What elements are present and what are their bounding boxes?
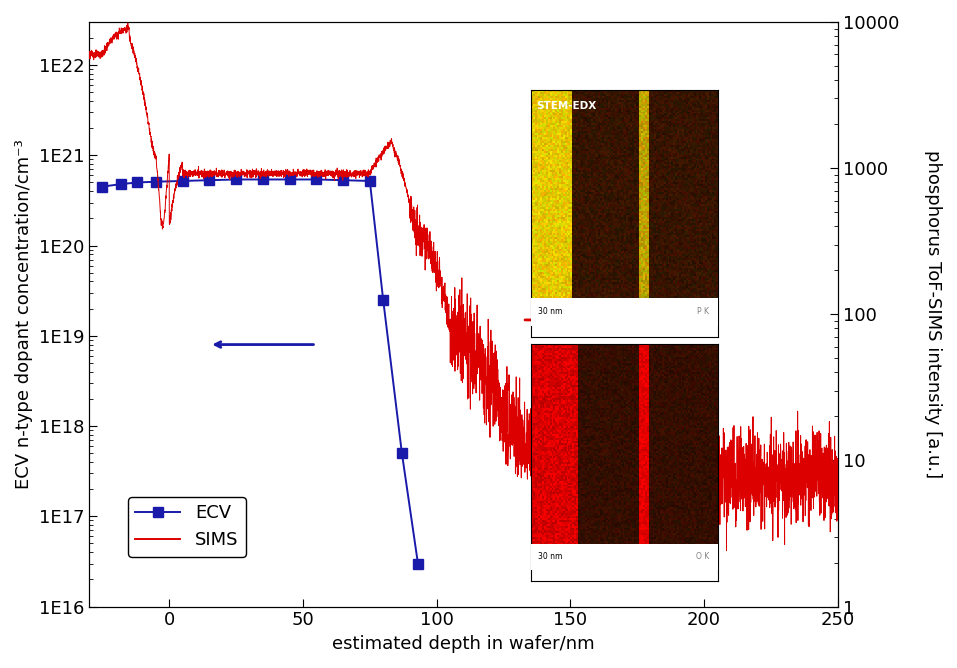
Text: [O]: [O] <box>687 551 709 564</box>
Bar <box>531 544 718 570</box>
Bar <box>531 298 718 325</box>
Y-axis label: phosphorus ToF-SIMS intensity [a.u.]: phosphorus ToF-SIMS intensity [a.u.] <box>924 150 942 478</box>
Text: STEM-EDX: STEM-EDX <box>536 101 596 111</box>
Text: [P]: [P] <box>688 306 709 319</box>
Text: P K: P K <box>698 307 709 317</box>
X-axis label: estimated depth in wafer/nm: estimated depth in wafer/nm <box>332 635 594 653</box>
Text: 30 nm: 30 nm <box>538 307 562 317</box>
Legend: ECV, SIMS: ECV, SIMS <box>128 497 246 556</box>
Text: 30 nm: 30 nm <box>538 552 562 561</box>
Y-axis label: ECV n-type dopant concentration/cm⁻³: ECV n-type dopant concentration/cm⁻³ <box>15 140 33 489</box>
Text: O K: O K <box>696 552 709 561</box>
